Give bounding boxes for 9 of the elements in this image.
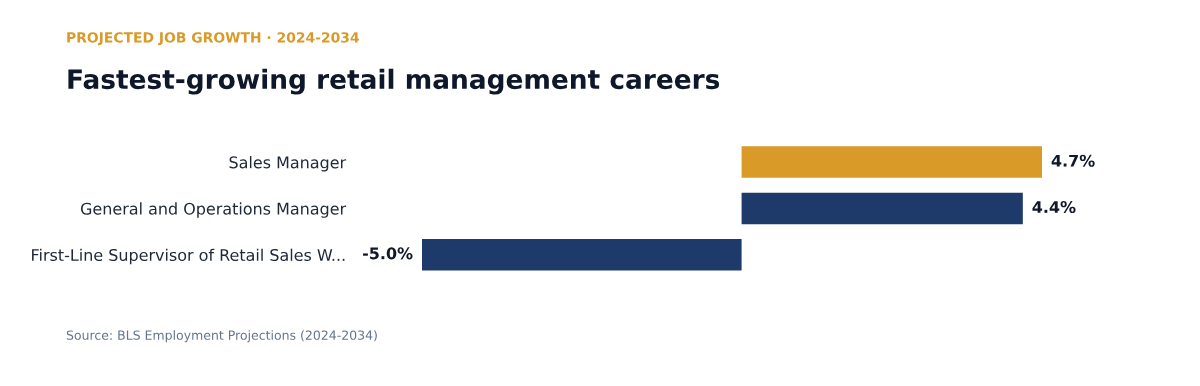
text: PROJECTED JOB GROWTH · 2024-2034	[67, 32, 359, 46]
data-label: 4.7%	[1051, 154, 1095, 167]
data-label: 4.4%	[1032, 200, 1076, 214]
y-tick-label: General and Operations Manager	[80, 202, 347, 218]
chart-title: Fastest-growing retail management careers	[68, 68, 720, 95]
y-tick-label: First-Line Supervisor of Retail Sales W...	[32, 248, 345, 265]
y-tick-label: Sales Manager	[229, 156, 347, 172]
data-label: -5.0%	[363, 247, 413, 260]
source-note: Source: BLS Employment Projections (2024-2034)	[66, 330, 377, 343]
